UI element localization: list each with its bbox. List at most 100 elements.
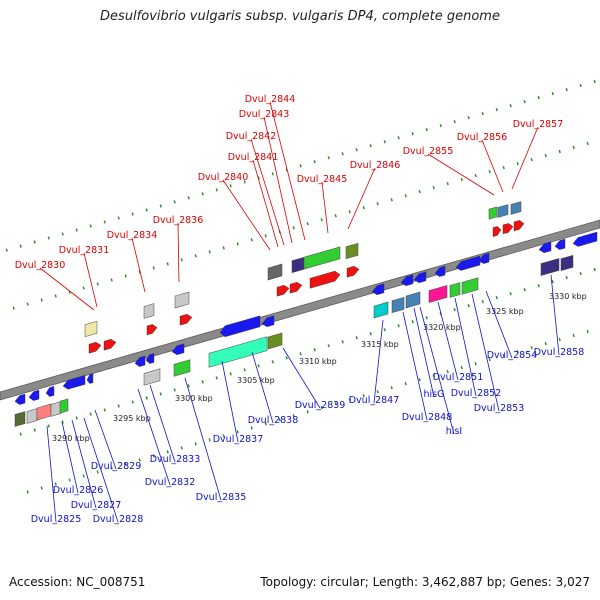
ruler-label: 3290 kbp (52, 434, 90, 443)
gene-forward-box (497, 204, 509, 218)
label-leader (347, 167, 376, 230)
gene-forward-box (291, 256, 305, 274)
gene-label: Dvul_2841 (228, 152, 279, 163)
label-leader (61, 421, 79, 494)
gene-forward-arrow (88, 341, 102, 354)
ruler-label: 3305 kbp (237, 376, 275, 385)
label-leader (149, 384, 176, 463)
gene-reverse-box (540, 258, 560, 276)
gene-reverse-box (391, 296, 405, 314)
label-leader (184, 377, 222, 501)
gene-label: Dvul_2831 (59, 245, 110, 256)
label-leader (177, 222, 180, 283)
gene-label: hisG (424, 389, 445, 400)
gene-label: Dvul_2838 (248, 415, 299, 426)
gene-forward-box (143, 303, 155, 319)
label-leader (221, 360, 239, 443)
ruler-label: 3295 kbp (113, 414, 151, 423)
gene-forward-arrow (502, 223, 514, 235)
genome-summary: Topology: circular; Length: 3,462,887 bp… (260, 575, 590, 589)
label-leader (71, 419, 97, 509)
gene-reverse-arrow (413, 271, 427, 284)
gene-label: Dvul_2855 (403, 146, 454, 157)
gene-features (14, 201, 598, 427)
gene-label: Dvul_2846 (350, 160, 401, 171)
label-leader (39, 267, 95, 311)
gene-forward-box (345, 242, 359, 260)
gene-forward-box (303, 246, 341, 270)
label-leader (252, 159, 279, 248)
label-leader (373, 319, 384, 404)
gene-label: Dvul_2834 (107, 230, 158, 241)
gene-reverse-arrow (45, 386, 55, 397)
gene-label: Dvul_2845 (297, 174, 348, 185)
label-leader (250, 138, 285, 246)
ruler-label: 3330 kbp (549, 292, 587, 301)
label-leader (481, 139, 504, 193)
gene-label: Dvul_2852 (451, 388, 502, 399)
label-leader (402, 311, 428, 421)
gene-reverse-arrow (478, 252, 490, 264)
label-leader (131, 237, 146, 293)
gene-reverse-arrow (400, 274, 414, 287)
ruler-label: 3325 kbp (486, 307, 524, 316)
gene-label: Dvul_2833 (150, 454, 201, 465)
ruler-label: 3315 kbp (361, 340, 399, 349)
label-leader (454, 297, 477, 397)
label-leader (83, 417, 119, 523)
gene-label: Dvul_2858 (534, 347, 585, 358)
gene-reverse-box (208, 336, 268, 368)
ruler-label: 3310 kbp (299, 357, 337, 366)
gene-reverse-box (267, 332, 283, 350)
gene-forward-arrow (346, 265, 360, 278)
gene-label: Dvul_2832 (145, 477, 196, 488)
gene-label: Dvul_2857 (513, 119, 564, 130)
gene-label: Dvul_2848 (402, 412, 453, 423)
gene-reverse-arrow (28, 389, 40, 401)
label-leader (94, 409, 117, 470)
accession-text: Accession: NC_008751 (9, 575, 146, 589)
gene-label: Dvul_2835 (196, 492, 247, 503)
gene-label: Dvul_2827 (71, 500, 122, 511)
label-leader (282, 347, 321, 409)
gene-reverse-box (50, 401, 62, 417)
gene-label: Dvul_2836 (153, 215, 204, 226)
label-leader (263, 116, 293, 244)
gene-label: Dvul_2847 (349, 395, 400, 406)
gene-forward-box (510, 201, 522, 215)
gene-reverse-arrow (62, 375, 86, 390)
gene-label: Dvul_2854 (487, 350, 538, 361)
label-leader (419, 306, 455, 435)
gene-reverse-arrow (134, 355, 146, 367)
label-leader (251, 351, 274, 424)
label-leader (413, 307, 435, 398)
gene-labels: Dvul_2830 Dvul_2831 Dvul_2834 Dvul_2836 Dvul… (15, 94, 585, 525)
gene-label: Dvul_2851 (433, 372, 484, 383)
tick-marks (5, 79, 596, 494)
gene-forward-arrow (289, 281, 303, 294)
label-leader (550, 274, 560, 356)
label-leader (222, 179, 271, 251)
gene-label: Dvul_2856 (457, 132, 508, 143)
gene-forward-arrow (492, 226, 502, 237)
gene-label: Dvul_2840 (198, 172, 249, 183)
gene-reverse-box (560, 254, 574, 272)
gene-reverse-box (36, 403, 52, 421)
gene-reverse-arrow (14, 393, 26, 405)
gene-reverse-box (449, 282, 461, 298)
gene-forward-box (174, 291, 190, 309)
gene-forward-arrow (276, 284, 290, 297)
gene-forward-box (267, 263, 283, 281)
gene-forward-arrow (103, 338, 117, 351)
gene-reverse-box (373, 301, 389, 319)
gene-label: Dvul_2825 (31, 514, 82, 525)
label-leader (427, 153, 495, 196)
ruler-label: 3320 kbp (423, 323, 461, 332)
gene-reverse-box (26, 408, 38, 424)
gene-label: Dvul_2844 (245, 94, 296, 105)
gene-reverse-box (405, 291, 421, 309)
gene-label: Dvul_2830 (15, 260, 66, 271)
gene-label: Dvul_2828 (93, 514, 144, 525)
gene-label: Dvul_2843 (239, 109, 290, 120)
